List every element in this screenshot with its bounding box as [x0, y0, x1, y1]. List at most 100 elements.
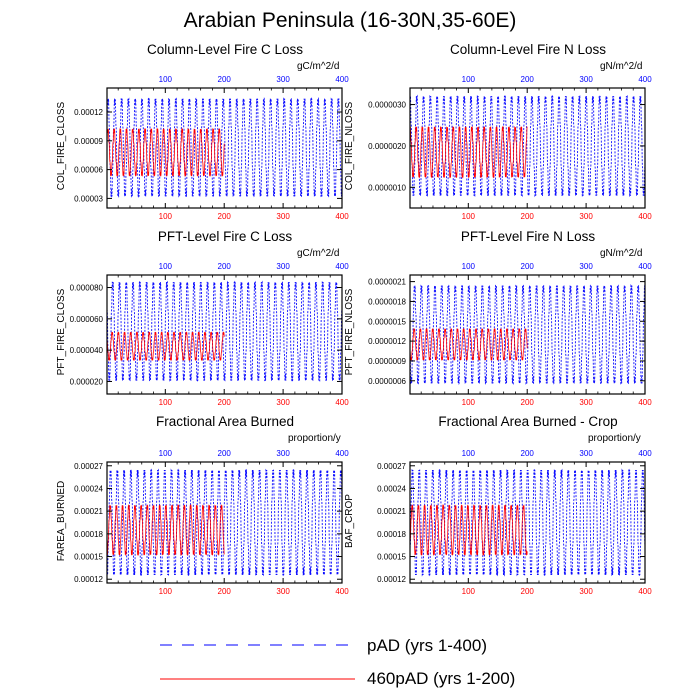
series-line-460pad — [409, 125, 528, 179]
y-tick-label: 0.0000015 — [368, 317, 406, 326]
series-line-pad — [409, 94, 646, 198]
x-tick-label-top: 400 — [638, 75, 652, 84]
y-tick-label: 0.00027 — [377, 462, 406, 471]
x-tick-label-top: 100 — [462, 75, 476, 84]
y-tick-label: 0.000060 — [70, 315, 104, 324]
figure-title: Arabian Peninsula (16-30N,35-60E) — [183, 9, 517, 32]
x-tick-label-top: 100 — [159, 262, 173, 271]
x-tick-label-bottom: 100 — [159, 587, 173, 596]
x-tick-label-bottom: 400 — [638, 212, 652, 221]
y-tick-label: 0.0000009 — [368, 357, 406, 366]
series-line-460pad — [106, 331, 225, 361]
legend-label-460pad: 460pAD (yrs 1-200) — [367, 669, 516, 688]
x-tick-label-bottom: 400 — [335, 587, 349, 596]
y-tick-label: 0.00015 — [377, 553, 406, 562]
units-label: gC/m^2/d — [297, 61, 340, 72]
panel-title: Fractional Area Burned - Crop — [438, 414, 618, 429]
series-line-pad — [106, 280, 343, 383]
x-tick-label-bottom: 300 — [579, 587, 593, 596]
y-tick-label: 0.00012 — [377, 575, 406, 584]
y-tick-label: 0.0000010 — [368, 183, 406, 192]
series-line-pad — [409, 283, 646, 386]
y-tick-label: 0.00021 — [377, 507, 406, 516]
y-tick-label: 0.00015 — [74, 553, 103, 562]
y-tick-label: 0.00009 — [74, 137, 103, 146]
legend-label-pad: pAD (yrs 1-400) — [367, 636, 487, 655]
x-tick-label-bottom: 400 — [638, 587, 652, 596]
x-tick-label-top: 300 — [579, 449, 593, 458]
y-tick-label: 0.00024 — [377, 484, 406, 493]
y-tick-label: 0.00012 — [74, 108, 103, 117]
legend-swatch-pad — [160, 644, 355, 646]
y-tick-label: 0.000040 — [70, 346, 104, 355]
y-tick-label: 0.00021 — [74, 507, 103, 516]
x-tick-label-bottom: 100 — [462, 398, 476, 407]
y-tick-label: 0.00012 — [74, 575, 103, 584]
x-tick-label-bottom: 200 — [218, 587, 232, 596]
x-tick-label-bottom: 400 — [638, 398, 652, 407]
y-tick-label: 0.0000006 — [368, 377, 406, 386]
series-line-pad — [106, 97, 343, 199]
x-tick-label-top: 100 — [159, 75, 173, 84]
x-tick-label-bottom: 100 — [462, 212, 476, 221]
x-tick-label-bottom: 100 — [462, 587, 476, 596]
y-tick-label: 0.000080 — [70, 284, 104, 293]
x-tick-label-top: 200 — [218, 262, 232, 271]
panel-title: Fractional Area Burned — [155, 414, 295, 429]
x-tick-label-bottom: 200 — [218, 398, 232, 407]
y-tick-label: 0.0000030 — [368, 101, 406, 110]
x-tick-label-top: 200 — [521, 262, 535, 271]
y-tick-label: 0.00024 — [74, 484, 103, 493]
x-tick-label-bottom: 300 — [276, 587, 290, 596]
y-tick-label: 0.0000012 — [368, 337, 406, 346]
x-tick-label-top: 300 — [276, 449, 290, 458]
x-tick-label-bottom: 400 — [335, 212, 349, 221]
x-tick-label-top: 200 — [218, 449, 232, 458]
series-line-460pad — [106, 127, 225, 177]
units-label: gN/m^2/d — [600, 61, 643, 72]
series-line-460pad — [409, 328, 528, 361]
x-tick-label-top: 400 — [638, 449, 652, 458]
y-tick-label: 0.00003 — [74, 194, 103, 203]
x-tick-label-top: 400 — [638, 262, 652, 271]
y-tick-label: 0.00018 — [74, 530, 103, 539]
units-label: gC/m^2/d — [297, 248, 340, 259]
series-line-460pad — [106, 504, 225, 557]
x-tick-label-bottom: 100 — [159, 398, 173, 407]
x-tick-label-top: 400 — [335, 75, 349, 84]
y-tick-label: 0.0000018 — [368, 297, 406, 306]
x-tick-label-top: 200 — [521, 449, 535, 458]
x-tick-label-bottom: 200 — [521, 398, 535, 407]
legend-swatch-460pad — [160, 678, 355, 680]
panel-title: Column-Level Fire C Loss — [146, 42, 304, 57]
y-tick-label: 0.0000020 — [368, 142, 406, 151]
x-tick-label-bottom: 200 — [521, 587, 535, 596]
x-tick-label-bottom: 400 — [335, 398, 349, 407]
x-tick-label-bottom: 200 — [218, 212, 232, 221]
units-label: proportion/y — [588, 433, 641, 444]
series-line-460pad — [409, 504, 528, 557]
x-tick-label-bottom: 300 — [276, 398, 290, 407]
x-tick-label-top: 300 — [579, 262, 593, 271]
x-tick-label-top: 100 — [462, 449, 476, 458]
panel-title: PFT-Level Fire C Loss — [157, 229, 293, 244]
x-tick-label-bottom: 200 — [521, 212, 535, 221]
panel-title: Column-Level Fire N Loss — [449, 42, 607, 57]
y-tick-label: 0.00027 — [74, 462, 103, 471]
x-tick-label-bottom: 300 — [579, 398, 593, 407]
series-line-pad — [409, 468, 646, 577]
y-tick-label: 0.00006 — [74, 166, 103, 175]
y-tick-label: 0.00018 — [377, 530, 406, 539]
units-label: gN/m^2/d — [600, 248, 643, 259]
x-tick-label-top: 200 — [218, 75, 232, 84]
x-tick-label-top: 400 — [335, 449, 349, 458]
x-tick-label-bottom: 300 — [276, 212, 290, 221]
x-tick-label-top: 300 — [276, 75, 290, 84]
panel-title: PFT-Level Fire N Loss — [460, 229, 596, 244]
x-tick-label-top: 400 — [335, 262, 349, 271]
x-tick-label-bottom: 100 — [159, 212, 173, 221]
x-tick-label-top: 100 — [159, 449, 173, 458]
x-tick-label-top: 200 — [521, 75, 535, 84]
